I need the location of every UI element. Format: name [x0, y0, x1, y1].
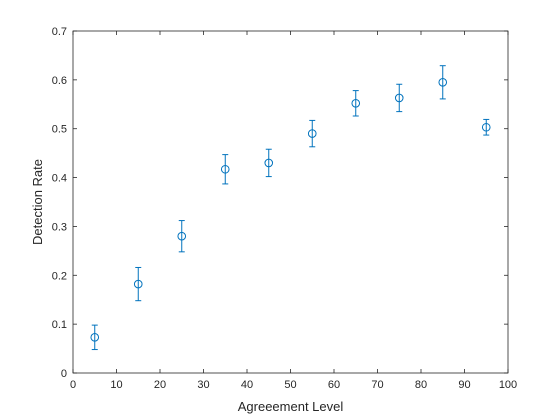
data-point [220, 154, 230, 185]
point-marker [438, 78, 448, 87]
data-series [90, 65, 491, 351]
y-axis-label: Detection Rate [30, 159, 45, 245]
x-axis-label: Agreeement Level [238, 399, 344, 414]
data-point [264, 148, 274, 178]
data-point [481, 118, 491, 136]
y-tick-label: 0.1 [52, 319, 67, 331]
data-point [90, 324, 100, 351]
x-tick-label: 10 [110, 379, 122, 391]
y-tick-label: 0 [61, 368, 67, 380]
point-marker [220, 164, 230, 174]
x-tick-label: 80 [415, 379, 427, 391]
x-tick-label: 60 [328, 379, 340, 391]
point-marker [133, 279, 143, 289]
x-tick-label: 90 [458, 379, 470, 391]
x-tick-label: 100 [499, 379, 517, 391]
y-tick-label: 0.4 [52, 173, 67, 185]
point-marker [307, 129, 317, 138]
point-marker [90, 333, 100, 342]
point-marker [264, 158, 274, 168]
y-tick-label: 0.2 [52, 270, 67, 282]
y-tick-label: 0.5 [52, 124, 67, 136]
y-axis: 0 0.1 0.2 0.3 0.4 0.5 0.6 0.7 [52, 26, 508, 380]
x-tick-label: 50 [284, 379, 296, 391]
point-marker [177, 231, 187, 241]
data-point [177, 220, 187, 253]
x-tick-label: 40 [241, 379, 253, 391]
plot-frame [72, 30, 509, 374]
data-point [133, 266, 143, 302]
x-tick-label: 30 [197, 379, 209, 391]
data-point [394, 83, 404, 113]
x-axis: 0 10 20 30 40 50 60 70 80 90 100 [70, 31, 517, 391]
point-marker [351, 99, 361, 108]
point-marker [481, 122, 491, 132]
data-point [351, 90, 361, 117]
data-point [307, 119, 317, 148]
y-tick-label: 0.3 [52, 221, 67, 233]
x-tick-label: 20 [154, 379, 166, 391]
y-tick-label: 0.7 [52, 26, 67, 38]
y-tick-label: 0.6 [52, 75, 67, 87]
point-marker [394, 93, 404, 103]
x-tick-label: 70 [371, 379, 383, 391]
plot-area [72, 30, 509, 374]
x-tick-label: 0 [70, 379, 76, 391]
data-point [438, 65, 448, 100]
